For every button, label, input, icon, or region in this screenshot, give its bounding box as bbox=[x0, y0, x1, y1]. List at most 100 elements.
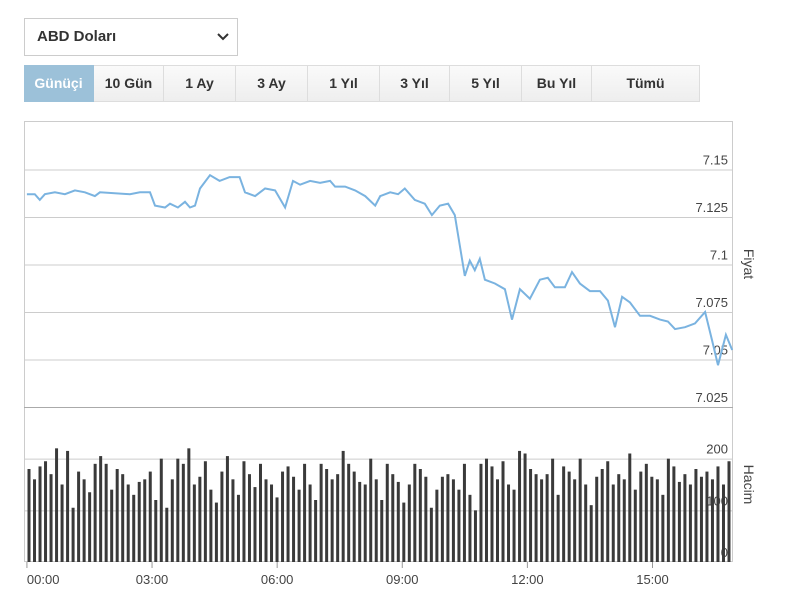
volume-bar bbox=[176, 458, 180, 562]
volume-bar bbox=[192, 484, 196, 562]
volume-bar bbox=[501, 461, 505, 562]
volume-bar bbox=[523, 453, 527, 562]
volume-bar bbox=[716, 466, 720, 562]
x-tick-label: 03:00 bbox=[136, 572, 169, 587]
volume-bar bbox=[551, 458, 555, 562]
volume-bar bbox=[159, 458, 163, 562]
volume-bar bbox=[545, 474, 549, 562]
range-tab[interactable]: 5 Yıl bbox=[450, 65, 522, 102]
volume-bar bbox=[429, 507, 433, 562]
volume-bar bbox=[297, 489, 301, 562]
volume-bar bbox=[231, 479, 235, 562]
volume-bar bbox=[650, 476, 654, 562]
volume-bar bbox=[655, 479, 659, 562]
volume-bar bbox=[330, 479, 334, 562]
range-tab[interactable]: 1 Ay bbox=[164, 65, 236, 102]
volume-bar bbox=[99, 456, 103, 562]
range-tab[interactable]: Günüçi bbox=[24, 65, 94, 102]
range-tab[interactable]: 10 Gün bbox=[94, 65, 164, 102]
volume-bar bbox=[600, 469, 604, 562]
volume-bar bbox=[93, 463, 97, 562]
volume-bar bbox=[677, 481, 681, 562]
y-tick-label: 7.1 bbox=[710, 247, 728, 262]
volume-bar bbox=[699, 476, 703, 562]
volume-bar bbox=[424, 476, 428, 562]
y-tick-label: 7.15 bbox=[703, 152, 728, 167]
volume-bar bbox=[220, 471, 224, 562]
volume-bar bbox=[391, 474, 395, 562]
volume-bar bbox=[606, 461, 610, 562]
range-tab[interactable]: 3 Ay bbox=[236, 65, 308, 102]
range-tabs: Günüçi 10 Gün 1 Ay 3 Ay 1 Yıl 3 Yıl 5 Yıl Bu Yı… bbox=[24, 65, 700, 102]
volume-bar bbox=[374, 479, 378, 562]
volume-bar bbox=[225, 456, 229, 562]
volume-bar bbox=[341, 450, 345, 562]
volume-bar bbox=[33, 479, 37, 562]
volume-bar bbox=[126, 484, 130, 562]
volume-bar bbox=[55, 448, 59, 562]
currency-dropdown[interactable]: ABD Doları bbox=[24, 18, 238, 56]
volume-bar bbox=[451, 479, 455, 562]
volume-bar bbox=[242, 461, 246, 562]
volume-bar bbox=[270, 484, 274, 562]
range-tab[interactable]: 1 Yıl bbox=[308, 65, 380, 102]
volume-bar bbox=[49, 474, 53, 562]
volume-bar bbox=[363, 484, 367, 562]
volume-bar bbox=[666, 458, 670, 562]
volume-bar bbox=[198, 476, 202, 562]
volume-bar bbox=[209, 489, 213, 562]
volume-bar bbox=[540, 479, 544, 562]
volume-bar bbox=[396, 481, 400, 562]
range-tab[interactable]: Bu Yıl bbox=[522, 65, 592, 102]
volume-bar bbox=[529, 469, 533, 562]
volume-bar bbox=[567, 471, 571, 562]
volume-bar bbox=[347, 463, 351, 562]
volume-bar bbox=[281, 471, 285, 562]
volume-bar bbox=[38, 466, 42, 562]
volume-bar bbox=[66, 450, 70, 562]
volume-bar bbox=[352, 471, 356, 562]
plot-frame bbox=[24, 121, 733, 562]
volume-bar bbox=[292, 476, 296, 562]
x-tick-label: 06:00 bbox=[261, 572, 294, 587]
volume-bar bbox=[82, 479, 86, 562]
volume-bar bbox=[358, 481, 362, 562]
y-tick-label: 200 bbox=[706, 442, 728, 457]
volume-bar bbox=[578, 458, 582, 562]
volume-bar bbox=[617, 474, 621, 562]
volume-bar bbox=[496, 479, 500, 562]
volume-bar bbox=[661, 494, 665, 562]
volume-bar bbox=[308, 484, 312, 562]
x-tick-label: 15:00 bbox=[636, 572, 669, 587]
volume-bar bbox=[473, 510, 477, 562]
volume-bar bbox=[633, 489, 637, 562]
volume-bar bbox=[115, 469, 119, 562]
volume-bar bbox=[628, 453, 632, 562]
volume-bar bbox=[137, 481, 141, 562]
axis-label: Fiyat bbox=[741, 249, 757, 279]
range-tab[interactable]: Tümü bbox=[592, 65, 700, 102]
volume-bar bbox=[303, 463, 307, 562]
volume-bar bbox=[110, 489, 114, 562]
volume-bar bbox=[143, 479, 147, 562]
volume-bar bbox=[435, 489, 439, 562]
volume-bar bbox=[170, 479, 174, 562]
volume-bar bbox=[468, 494, 472, 562]
x-tick-label: 09:00 bbox=[386, 572, 419, 587]
volume-bar bbox=[413, 463, 417, 562]
volume-bar bbox=[187, 448, 191, 562]
volume-bar bbox=[264, 479, 268, 562]
volume-bar bbox=[77, 471, 81, 562]
volume-bar bbox=[203, 461, 207, 562]
volume-bar bbox=[253, 487, 257, 562]
range-tab[interactable]: 3 Yıl bbox=[380, 65, 450, 102]
volume-bar bbox=[727, 461, 731, 562]
volume-bar bbox=[275, 497, 279, 562]
volume-bar bbox=[44, 461, 48, 562]
volume-bar bbox=[380, 500, 384, 562]
y-tick-label: 7.125 bbox=[695, 200, 728, 215]
volume-bar bbox=[611, 484, 615, 562]
volume-bar bbox=[584, 484, 588, 562]
